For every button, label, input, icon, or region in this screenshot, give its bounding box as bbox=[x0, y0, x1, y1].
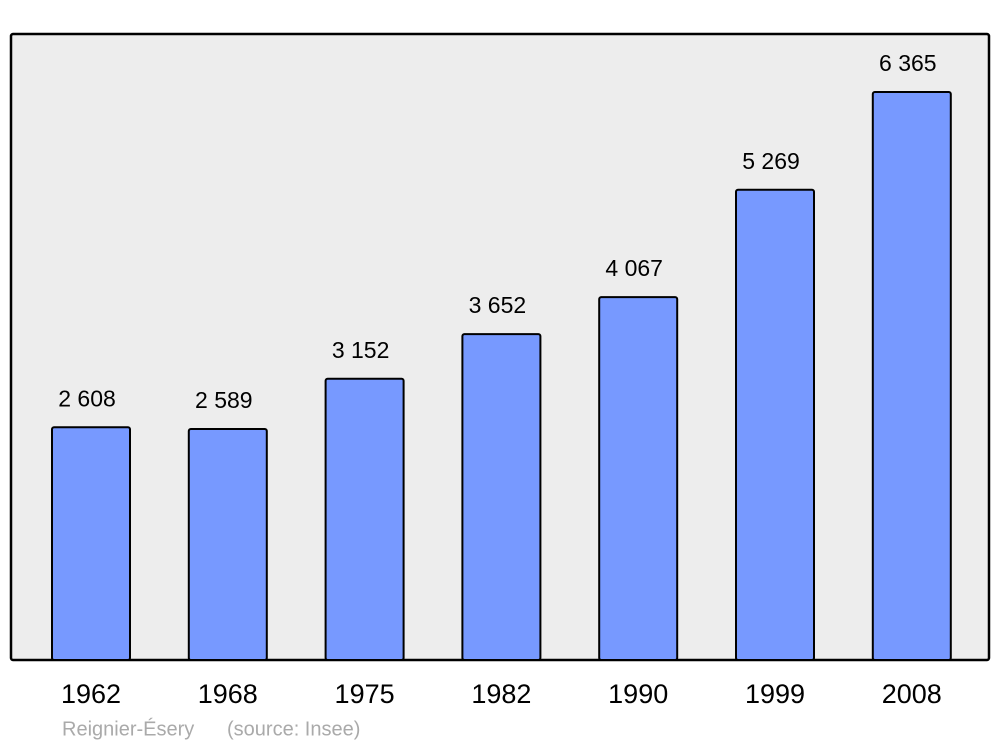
bar bbox=[51, 426, 131, 661]
x-tick-label: 1999 bbox=[745, 679, 805, 709]
value-label: 4 067 bbox=[605, 255, 663, 281]
source: (source: Insee) bbox=[227, 718, 360, 740]
value-label: 3 652 bbox=[469, 292, 527, 318]
x-tick-label: 1982 bbox=[471, 679, 531, 709]
x-tick-label: 1968 bbox=[198, 679, 258, 709]
x-tick-label: 1962 bbox=[61, 679, 121, 709]
value-label: 2 608 bbox=[58, 385, 116, 411]
bar bbox=[735, 188, 815, 661]
value-label: 5 269 bbox=[742, 148, 800, 174]
x-tick-label: 1990 bbox=[608, 679, 668, 709]
bar bbox=[871, 91, 952, 661]
value-label: 3 152 bbox=[332, 337, 390, 363]
bar bbox=[187, 427, 268, 661]
value-label: 2 589 bbox=[195, 387, 253, 413]
bar bbox=[598, 296, 679, 661]
bar bbox=[324, 377, 405, 661]
value-label: 6 365 bbox=[879, 50, 937, 76]
bar bbox=[461, 333, 542, 661]
caption: Reignier-Ésery bbox=[62, 717, 194, 740]
x-tick-label: 1975 bbox=[335, 679, 395, 709]
x-tick-label: 2008 bbox=[882, 679, 942, 709]
